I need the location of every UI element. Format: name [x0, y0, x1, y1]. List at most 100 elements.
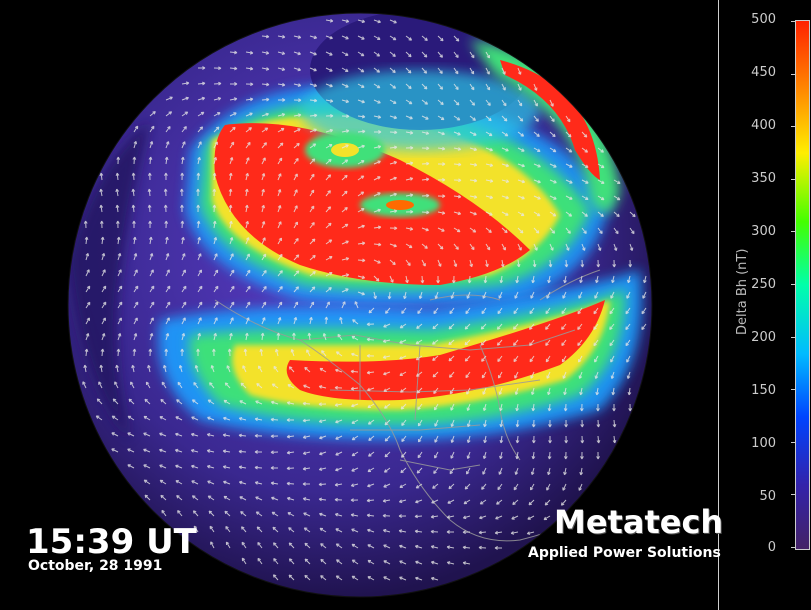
field-arrow — [481, 371, 487, 379]
field-arrow — [321, 350, 327, 357]
field-arrow — [319, 527, 327, 533]
field-arrow — [417, 403, 423, 411]
field-arrow — [271, 496, 279, 501]
field-arrow — [245, 317, 250, 325]
field-arrow — [420, 275, 425, 284]
field-arrow — [398, 514, 407, 518]
field-arrow — [293, 286, 299, 293]
field-arrow — [325, 190, 331, 197]
field-arrow — [405, 161, 414, 166]
field-arrow — [513, 339, 519, 346]
colorbar-tick: 450 — [751, 65, 776, 80]
field-arrow — [384, 451, 391, 458]
field-arrow — [224, 510, 231, 517]
field-arrow — [450, 451, 455, 459]
field-arrow — [325, 51, 333, 56]
field-arrow — [437, 194, 446, 199]
field-arrow — [430, 560, 439, 565]
field-arrow — [418, 435, 423, 443]
field-arrow — [149, 253, 154, 261]
field-arrow — [450, 291, 455, 299]
field-arrow — [389, 243, 397, 248]
field-arrow — [485, 99, 491, 106]
field-arrow — [341, 83, 349, 88]
field-arrow — [513, 323, 519, 330]
field-arrow — [325, 287, 332, 293]
field-arrow — [466, 435, 471, 444]
field-arrow — [405, 209, 414, 214]
field-arrow — [481, 355, 487, 362]
field-arrow — [293, 254, 300, 261]
field-arrow — [401, 419, 407, 426]
field-arrow — [516, 259, 521, 268]
field-arrow — [549, 115, 555, 123]
field-arrow — [399, 323, 407, 329]
field-arrow — [421, 243, 428, 249]
field-arrow — [341, 129, 350, 133]
field-arrow — [115, 172, 120, 181]
field-arrow — [318, 482, 327, 487]
field-arrow — [373, 291, 377, 300]
field-arrow — [514, 467, 519, 475]
field-arrow — [303, 527, 311, 533]
field-arrow — [578, 291, 583, 299]
field-arrow — [481, 307, 487, 315]
field-arrow — [469, 243, 475, 251]
field-arrow — [85, 285, 91, 293]
field-arrow — [241, 526, 247, 533]
field-arrow — [533, 115, 539, 122]
field-arrow — [351, 559, 359, 565]
field-arrow — [450, 403, 455, 411]
field-arrow — [309, 35, 318, 40]
field-arrow — [181, 269, 186, 277]
field-arrow — [334, 385, 343, 390]
field-arrow — [533, 163, 541, 168]
field-arrow — [415, 483, 423, 489]
field-arrow — [531, 451, 536, 460]
field-arrow — [229, 269, 235, 277]
field-arrow — [469, 115, 476, 121]
field-arrow — [382, 355, 391, 359]
field-arrow — [513, 483, 519, 491]
colorbar-tickmark — [791, 441, 795, 443]
field-arrow — [277, 98, 286, 102]
colorbar-tick: 50 — [759, 489, 776, 504]
field-arrow — [213, 269, 219, 277]
field-arrow — [368, 307, 375, 314]
field-arrow — [325, 256, 333, 261]
field-arrow — [101, 301, 107, 309]
field-arrow — [625, 323, 631, 331]
field-arrow — [309, 254, 316, 261]
field-arrow — [531, 435, 536, 444]
field-arrow — [549, 147, 557, 153]
field-arrow — [469, 83, 475, 91]
field-arrow — [111, 448, 119, 453]
field-arrow — [293, 221, 298, 229]
field-arrow — [497, 307, 503, 315]
field-arrow — [229, 301, 235, 309]
field-arrow — [197, 269, 202, 277]
colorbar-tickmark — [791, 126, 795, 128]
field-arrow — [432, 371, 439, 378]
field-arrow — [206, 449, 215, 453]
field-arrow — [437, 211, 446, 215]
field-arrow — [132, 236, 137, 245]
field-arrow — [383, 467, 391, 473]
field-arrow — [179, 188, 184, 197]
field-arrow — [197, 156, 201, 165]
field-arrow — [373, 208, 381, 213]
field-arrow — [272, 526, 279, 533]
field-arrow — [133, 333, 138, 341]
field-arrow — [416, 387, 423, 394]
field-arrow — [98, 381, 103, 389]
field-arrow — [163, 364, 167, 373]
field-arrow — [357, 191, 365, 197]
field-arrow — [449, 371, 455, 378]
colorbar — [795, 20, 810, 550]
field-arrow — [213, 332, 217, 341]
field-arrow — [165, 285, 171, 293]
field-arrow — [127, 432, 135, 437]
field-arrow — [453, 243, 459, 250]
field-arrow — [547, 451, 552, 460]
field-arrow — [165, 332, 170, 341]
